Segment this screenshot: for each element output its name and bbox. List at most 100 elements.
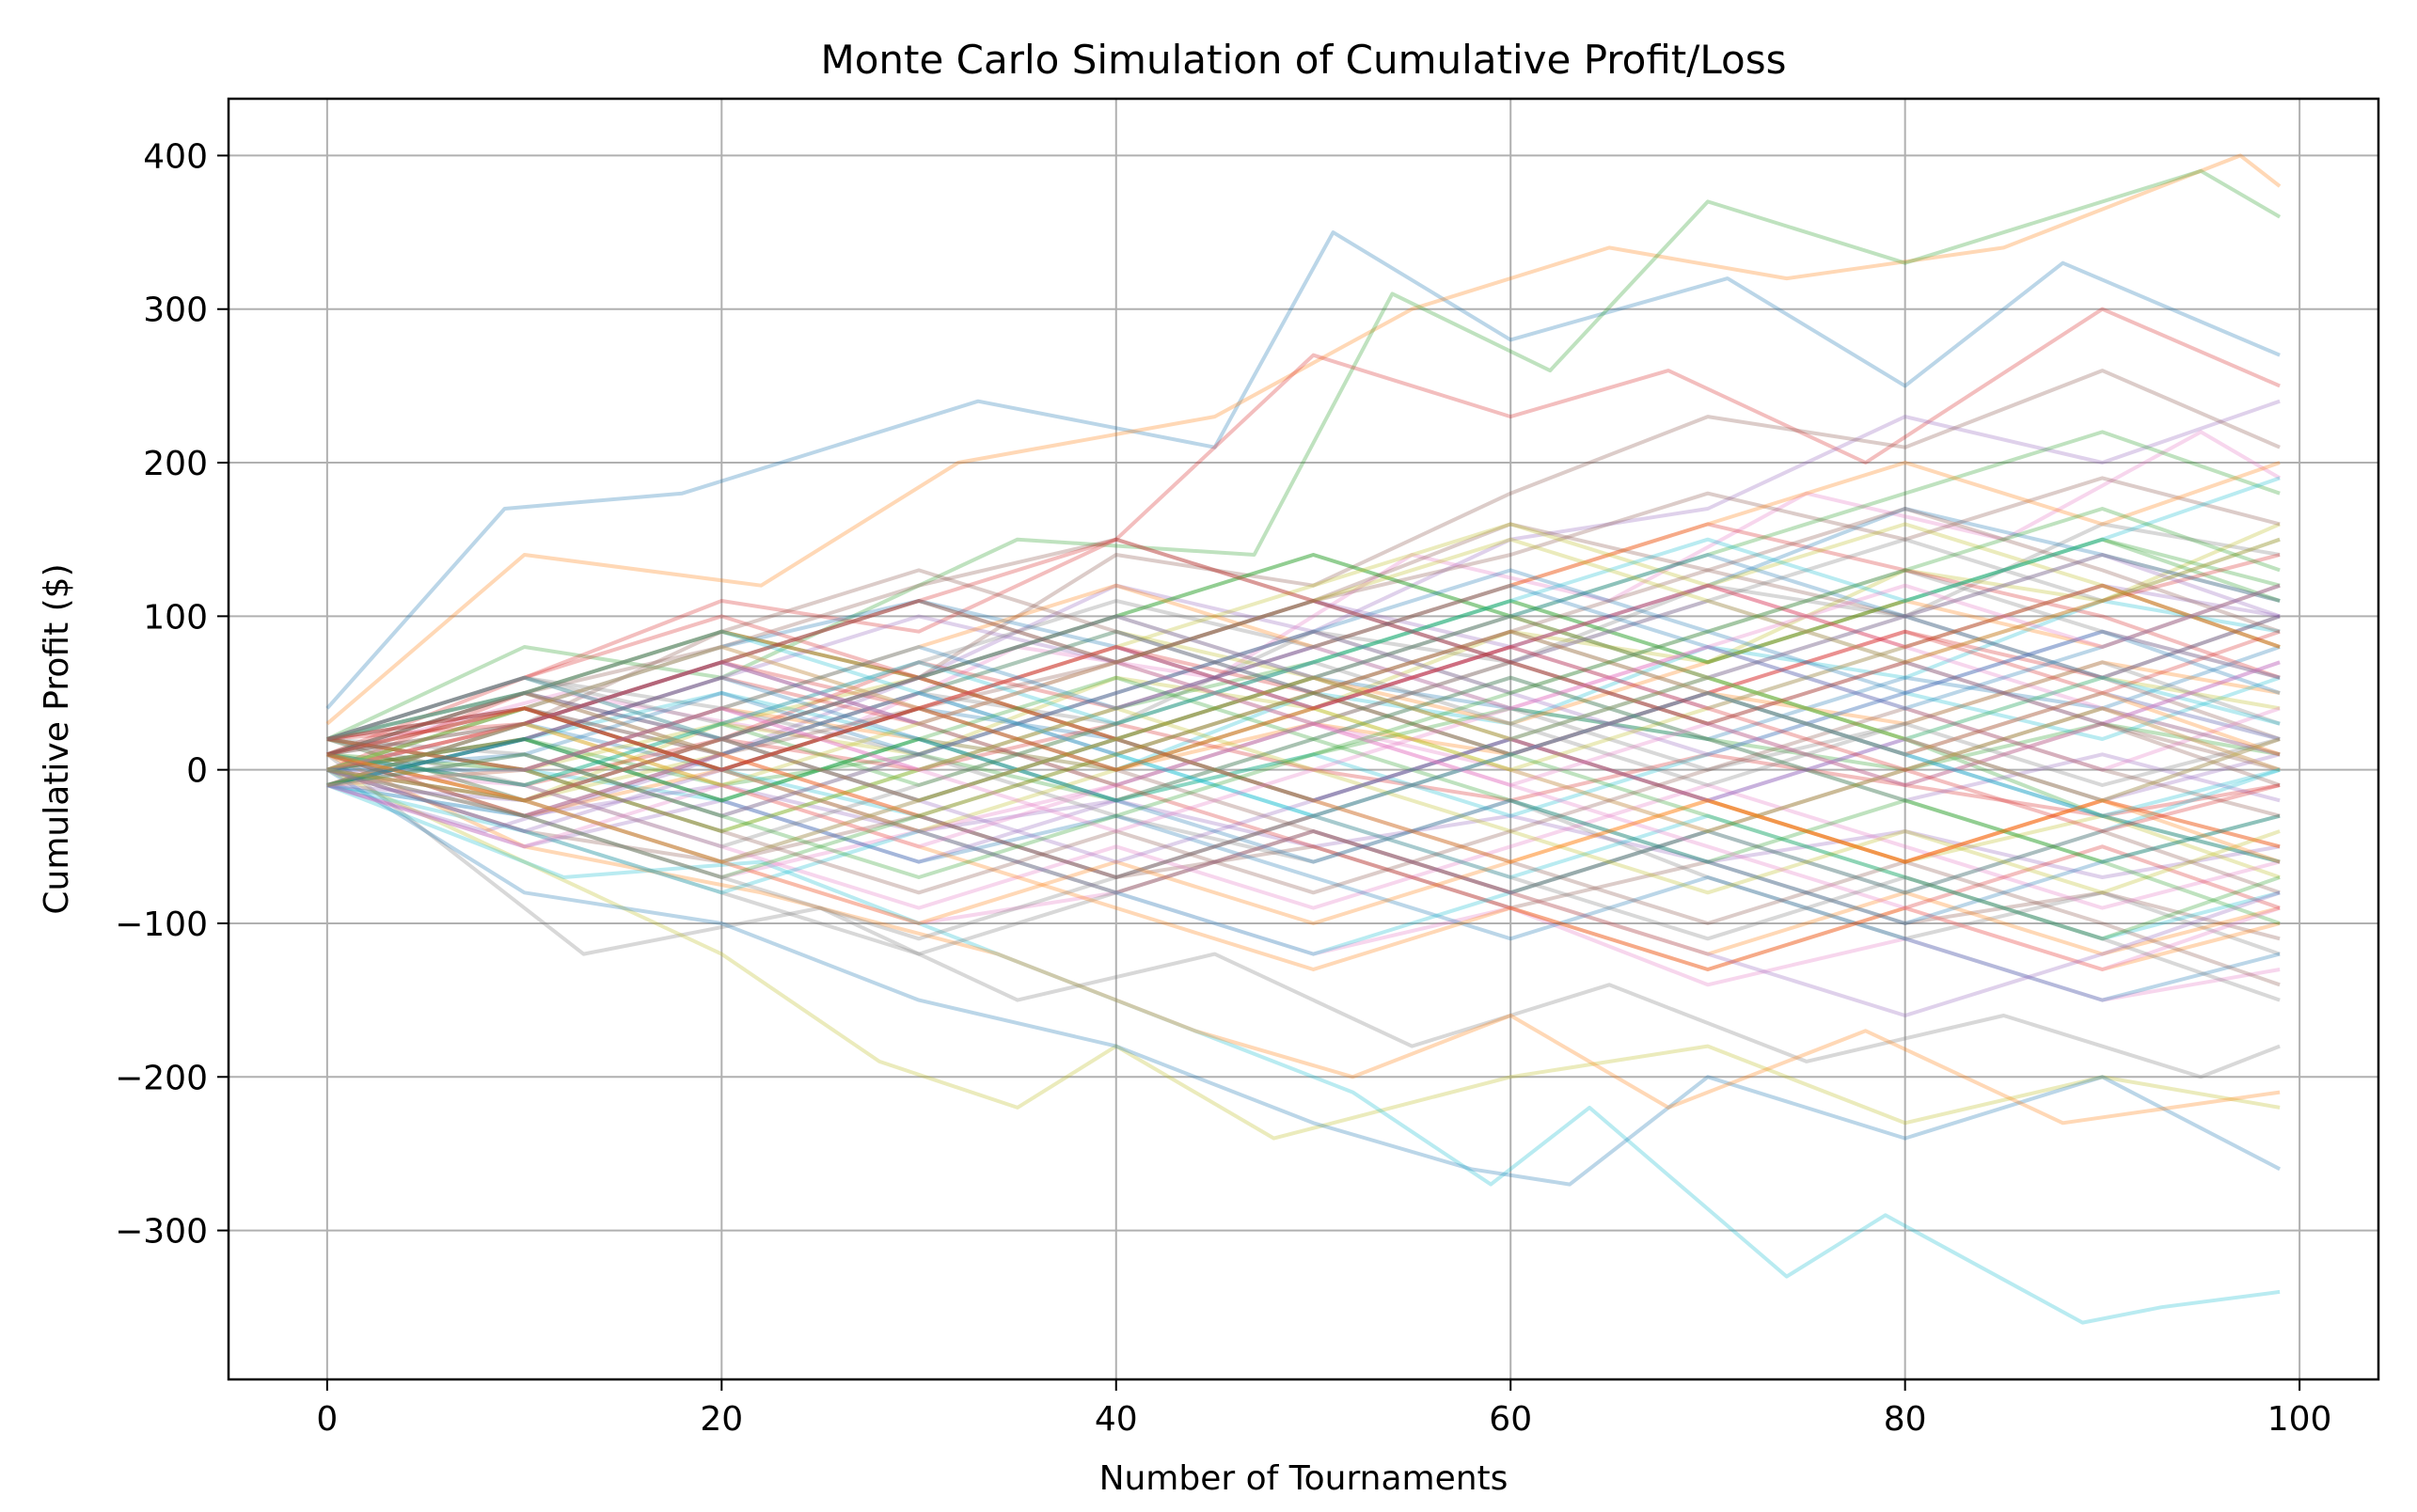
simulation-line xyxy=(326,537,2281,787)
x-axis-label: Number of Tournaments xyxy=(1099,1459,1509,1498)
simulation-line xyxy=(326,645,2281,833)
simulation-line xyxy=(326,583,2281,757)
simulation-line xyxy=(326,599,2281,787)
simulation-line xyxy=(326,767,2281,941)
simulation-line xyxy=(326,783,2281,879)
simulation-line xyxy=(326,783,2281,1325)
simulation-line xyxy=(326,706,2281,895)
simulation-line xyxy=(326,629,2281,818)
y-tick-label: −300 xyxy=(115,1213,208,1252)
simulation-line xyxy=(326,583,2281,833)
simulation-line xyxy=(326,430,2282,757)
simulation-line xyxy=(326,168,2282,741)
simulation-line xyxy=(326,675,2281,956)
simulation-line xyxy=(326,430,2281,803)
simulation-line xyxy=(326,522,2281,772)
y-tick-label: 400 xyxy=(143,137,208,176)
simulation-line xyxy=(326,645,2281,772)
simulation-line xyxy=(326,614,2281,772)
simulation-line xyxy=(326,629,2281,818)
simulation-series xyxy=(325,153,2282,1325)
simulation-line xyxy=(326,691,2281,818)
simulation-line xyxy=(326,706,2281,895)
simulation-line xyxy=(326,537,2281,787)
simulation-line xyxy=(326,476,2281,757)
x-tick-label: 40 xyxy=(1095,1400,1138,1439)
simulation-line xyxy=(326,568,2281,772)
simulation-line xyxy=(326,660,2281,787)
x-tick-label: 20 xyxy=(700,1400,743,1439)
y-tick-label: 200 xyxy=(143,445,208,483)
simulation-line xyxy=(326,461,2281,772)
simulation-line xyxy=(326,691,2281,879)
simulation-line xyxy=(325,153,2282,726)
x-tick-label: 60 xyxy=(1489,1400,1532,1439)
simulation-line xyxy=(326,660,2281,849)
simulation-line xyxy=(326,645,2281,787)
simulation-line xyxy=(326,507,2281,757)
simulation-line xyxy=(326,767,2281,1141)
chart-title: Monte Carlo Simulation of Cumulative Pro… xyxy=(820,37,1786,83)
simulation-line xyxy=(326,537,2281,833)
simulation-line xyxy=(326,706,2281,956)
simulation-line xyxy=(326,752,2281,925)
simulation-line xyxy=(326,752,2281,1126)
y-tick-label: 0 xyxy=(186,752,208,791)
simulation-line xyxy=(326,737,2281,1002)
simulation-line xyxy=(326,675,2281,818)
y-tick-label: −200 xyxy=(115,1059,208,1097)
simulation-line xyxy=(326,522,2281,772)
simulation-line xyxy=(326,599,2281,787)
simulation-line xyxy=(326,629,2281,864)
simulation-line xyxy=(326,553,2281,803)
y-tick-label: 100 xyxy=(143,598,208,637)
simulation-line xyxy=(326,675,2281,987)
simulation-line xyxy=(326,553,2281,803)
simulation-line xyxy=(326,629,2281,818)
simulation-line xyxy=(326,476,2281,787)
simulation-line xyxy=(326,706,2281,803)
simulation-line xyxy=(326,721,2281,971)
simulation-line xyxy=(325,768,2282,1187)
simulation-line xyxy=(326,583,2281,772)
simulation-line xyxy=(326,721,2281,818)
simulation-line xyxy=(326,737,2281,1002)
simulation-line xyxy=(326,583,2281,772)
simulation-line xyxy=(326,614,2281,772)
simulation-line xyxy=(326,307,2281,757)
simulation-line xyxy=(326,660,2281,772)
simulation-line xyxy=(326,752,2281,956)
y-tick-label: 300 xyxy=(143,291,208,330)
simulation-line xyxy=(326,675,2281,971)
simulation-line xyxy=(326,706,2281,879)
simulation-line xyxy=(326,691,2281,941)
simulation-line xyxy=(326,369,2281,772)
simulation-line xyxy=(326,767,2281,910)
simulation-line xyxy=(326,675,2281,925)
x-tick-label: 0 xyxy=(316,1400,338,1439)
y-axis-label: Cumulative Profit ($) xyxy=(38,563,76,914)
simulation-line xyxy=(326,614,2281,864)
simulation-line xyxy=(326,629,2281,879)
simulation-line xyxy=(326,752,2281,1002)
simulation-line xyxy=(326,691,2281,941)
simulation-line xyxy=(326,507,2281,772)
simulation-line xyxy=(326,599,2281,803)
simulation-line xyxy=(326,599,2281,787)
simulation-line xyxy=(326,522,2281,757)
y-tick-label: −100 xyxy=(115,906,208,944)
axis-ticks: 0 20 40 60 80 100 −300 −200 −100 0 100 200 300 400 xyxy=(115,137,2331,1439)
x-tick-label: 100 xyxy=(2267,1400,2332,1439)
simulation-line xyxy=(326,553,2281,864)
simulation-line xyxy=(326,675,2281,803)
simulation-line xyxy=(326,537,2281,787)
simulation-line xyxy=(326,645,2281,833)
simulation-line xyxy=(326,583,2281,772)
grid-lines xyxy=(229,99,2378,1379)
simulation-line xyxy=(326,706,2281,895)
simulation-line xyxy=(326,399,2281,833)
simulation-line xyxy=(326,737,2281,864)
x-tick-label: 80 xyxy=(1884,1400,1927,1439)
